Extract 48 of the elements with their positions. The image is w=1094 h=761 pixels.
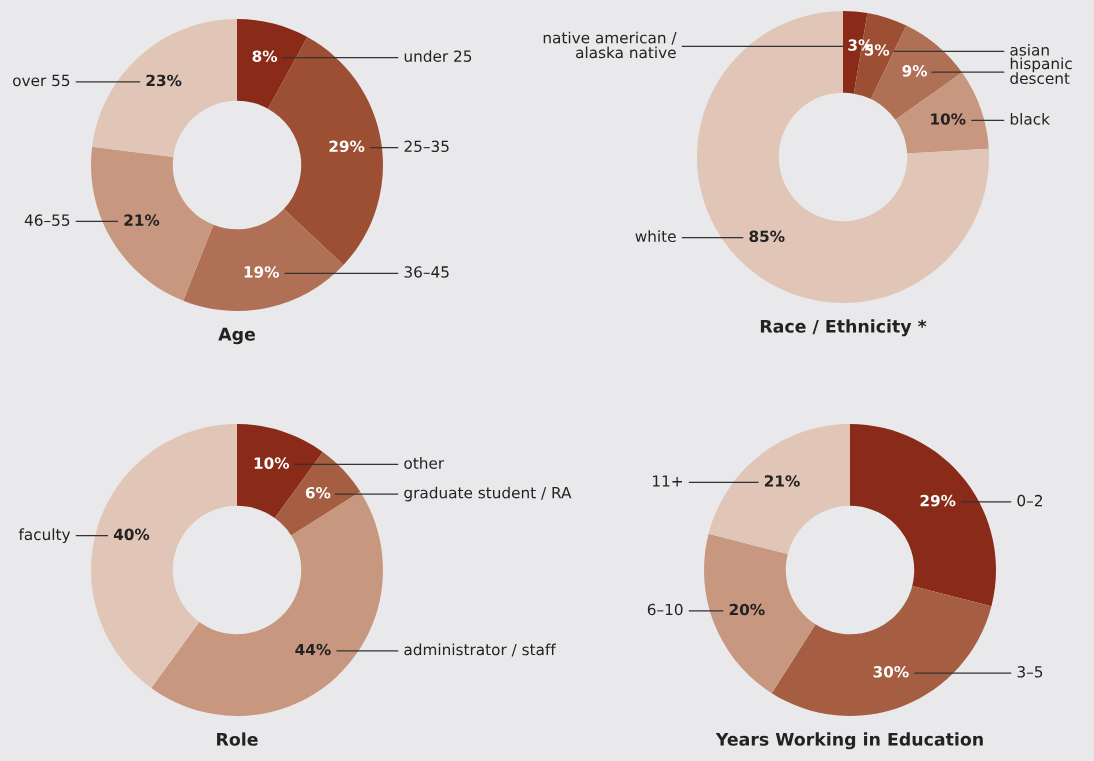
slice-label: over 55	[13, 74, 70, 87]
slice-label: 25–35	[404, 140, 449, 153]
data-label: 30%	[873, 666, 909, 678]
donut-slice	[697, 11, 989, 303]
slice-label: under 25	[404, 50, 472, 62]
slice-label: other	[404, 457, 445, 469]
donut-slice	[850, 424, 996, 607]
slice-label: 6–10	[647, 603, 683, 616]
slice-label: asian	[1010, 43, 1049, 56]
slice-label: 36–45	[404, 266, 449, 278]
donut-slice	[91, 146, 214, 301]
data-label: 85%	[749, 230, 785, 243]
data-label: 9%	[902, 65, 928, 77]
text: Years Working in Education	[715, 732, 983, 750]
data-label: 19%	[244, 266, 279, 278]
slice-label: 11+	[652, 475, 682, 487]
slice-label: faculty	[18, 528, 71, 544]
data-label: 40%	[113, 528, 150, 541]
data-label: 6%	[305, 486, 331, 499]
slice-label: administrator / staff	[404, 643, 556, 657]
text: Race / Ethnicity *	[760, 319, 927, 337]
donut-slice	[704, 533, 816, 694]
slice-label: hispanic descent	[1010, 57, 1072, 85]
data-label: 8%	[252, 50, 278, 62]
data-label: 20%	[729, 603, 765, 616]
data-label: 21%	[124, 214, 160, 226]
donut-slice	[708, 424, 850, 555]
data-label: 44%	[295, 643, 331, 656]
donut-slice	[183, 208, 344, 311]
slice-label: native american / alaska native	[543, 31, 677, 59]
text: Role	[217, 732, 258, 746]
slice-label: black	[1010, 112, 1050, 125]
data-label: 10%	[254, 457, 290, 469]
donut-slice	[237, 19, 308, 109]
slice-label: 0–2	[1017, 494, 1042, 507]
data-label: 10%	[931, 113, 966, 125]
text: Age	[218, 327, 255, 345]
donut-slice	[91, 424, 237, 689]
slice-label: 3–5	[1017, 666, 1043, 678]
data-label: 29%	[920, 494, 956, 507]
slice-label: 46–55	[24, 214, 70, 226]
data-label: 29%	[329, 140, 365, 153]
slice-label: white	[635, 230, 676, 243]
data-label: 21%	[764, 475, 800, 487]
slice-label: graduate student / RA	[404, 486, 572, 502]
donut-slice	[92, 19, 237, 157]
data-label: 23%	[146, 74, 182, 87]
donut-slice	[771, 585, 992, 716]
